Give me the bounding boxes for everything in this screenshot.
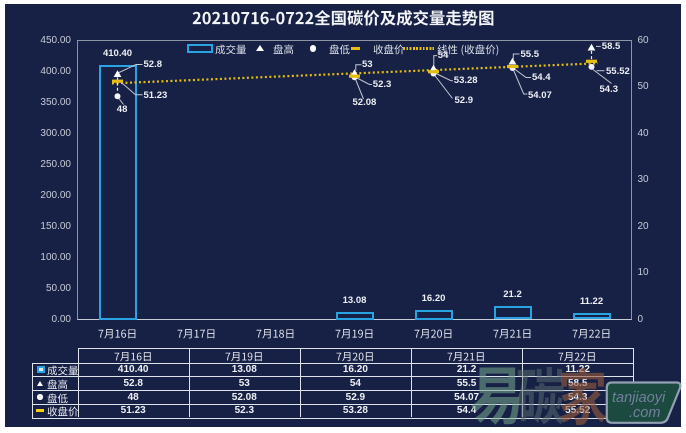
svg-text:.com: .com (629, 405, 660, 421)
svg-text:tanjiaoyi: tanjiaoyi (612, 390, 666, 406)
